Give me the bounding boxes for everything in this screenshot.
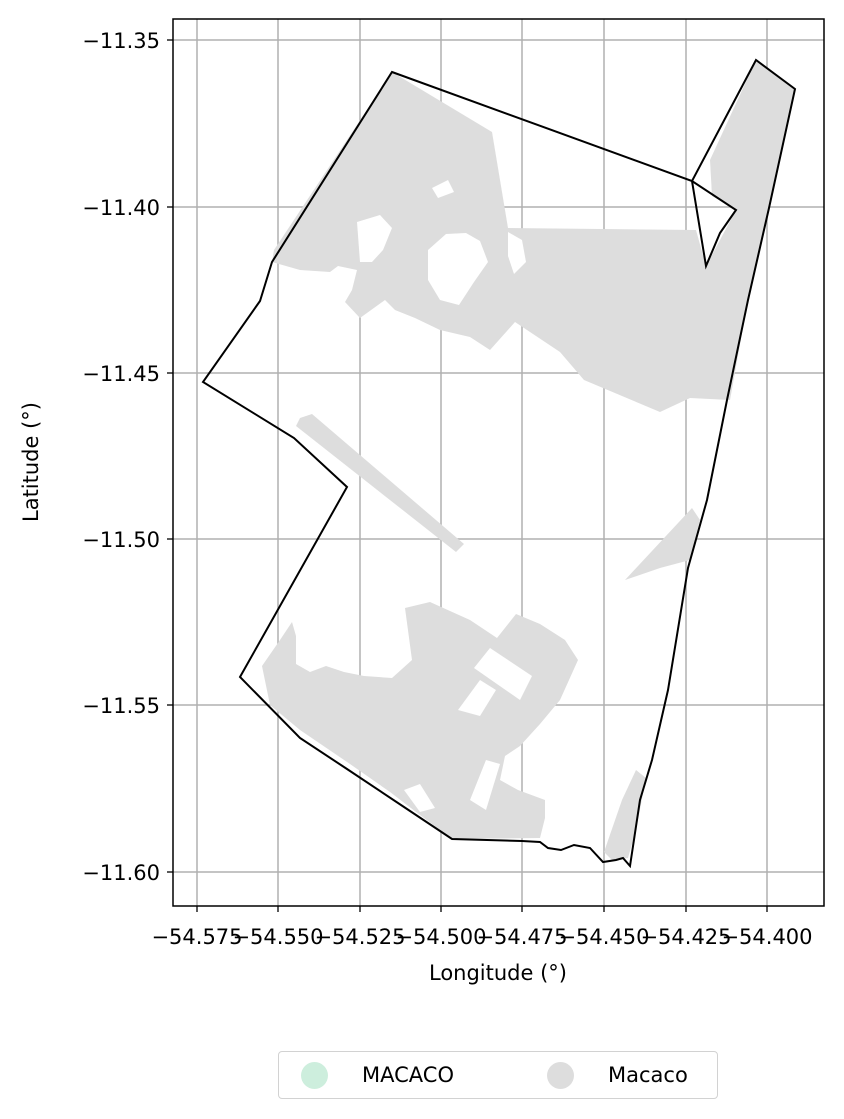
y-tick-label-1: −11.35 <box>82 29 160 53</box>
hole-south-2 <box>458 680 496 716</box>
hole-south-3 <box>470 760 500 810</box>
x-tick-label-7: −54.425 <box>640 925 731 949</box>
patch-river-strip <box>296 414 464 552</box>
patch-east-wedge <box>625 508 700 580</box>
hole-4 <box>432 180 454 198</box>
x-axis-label: Longitude (°) <box>429 961 567 985</box>
axes-frame <box>172 18 825 907</box>
x-tick-label-2: −54.550 <box>232 925 323 949</box>
x-tick-label-3: −54.525 <box>314 925 405 949</box>
hole-1 <box>357 215 392 262</box>
y-tick-label-2: −11.40 <box>82 196 160 220</box>
land-patches <box>262 60 795 860</box>
x-tick-label-1: −54.575 <box>151 925 242 949</box>
y-tick-label-6: −11.60 <box>82 861 160 885</box>
legend-item-macaco-upper: MACACO <box>301 1052 454 1098</box>
hole-south-4 <box>404 784 435 812</box>
y-axis-label: Latitude (°) <box>19 402 43 522</box>
legend: MACACO Macaco <box>278 1051 718 1099</box>
legend-item-macaco: Macaco <box>547 1052 688 1098</box>
y-tick-labels: −11.35 −11.40 −11.45 −11.50 −11.55 −11.6… <box>82 29 160 885</box>
x-tick-label-6: −54.450 <box>558 925 649 949</box>
y-tick-label-3: −11.45 <box>82 362 160 386</box>
y-tick-label-4: −11.50 <box>82 528 160 552</box>
x-tick-label-4: −54.500 <box>395 925 486 949</box>
boundary-outline <box>201 58 797 869</box>
tick-marks <box>167 39 768 912</box>
patch-southeast <box>604 770 646 860</box>
hole-3 <box>508 232 526 274</box>
legend-label-macaco: Macaco <box>608 1063 688 1087</box>
patch-north <box>272 60 795 412</box>
hole-south-1 <box>474 648 532 700</box>
legend-label-macaco-upper: MACACO <box>362 1063 454 1087</box>
x-tick-label-5: −54.475 <box>476 925 567 949</box>
legend-marker-macaco <box>547 1061 574 1089</box>
x-tick-labels: −54.575 −54.550 −54.525 −54.500 −54.475 … <box>151 925 812 949</box>
y-tick-label-5: −11.55 <box>82 694 160 718</box>
legend-marker-macaco-upper <box>301 1061 328 1089</box>
hole-2 <box>428 233 488 305</box>
x-tick-label-8: −54.400 <box>721 925 812 949</box>
